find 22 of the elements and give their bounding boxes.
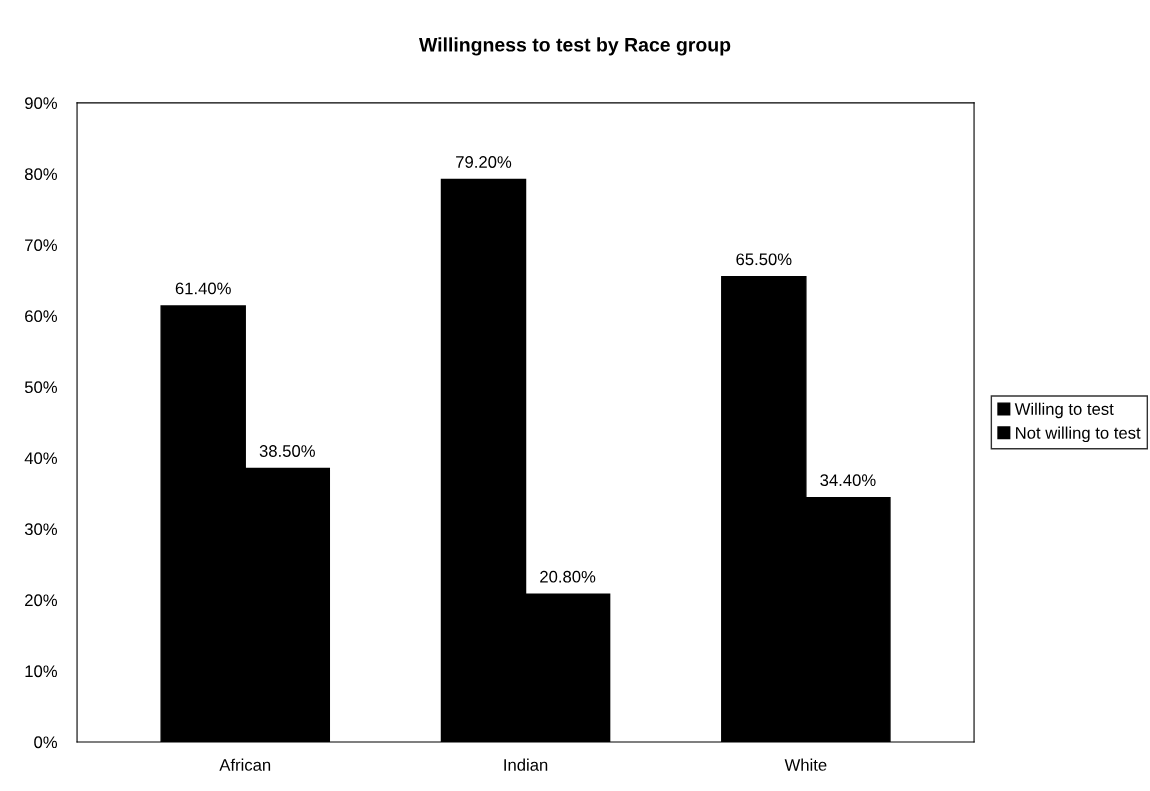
data-label: 20.80% xyxy=(540,570,596,583)
data-label: 38.50% xyxy=(259,445,315,457)
y-tick-label: 40% xyxy=(24,452,58,465)
y-tick-label: 50% xyxy=(24,381,58,394)
data-label: 79.20% xyxy=(456,156,512,168)
y-tick-label: 0% xyxy=(34,736,58,749)
y-tick-label: 10% xyxy=(25,665,58,678)
chart-title: Willingness to test by Race group xyxy=(419,37,731,56)
data-label: 65.50% xyxy=(736,253,792,266)
x-tick-label: White xyxy=(784,758,827,771)
x-tick-label: Indian xyxy=(504,758,548,771)
y-tick-label: 90% xyxy=(25,97,58,110)
y-tick-label: 20% xyxy=(25,594,58,607)
data-label: 61.40% xyxy=(175,282,231,295)
y-tick-label: 30% xyxy=(24,523,58,536)
x-tick-label: African xyxy=(219,758,271,771)
y-tick-label: 80% xyxy=(24,168,58,181)
y-tick-label: 60% xyxy=(25,310,58,323)
legend-label: Not willing to test xyxy=(1016,426,1141,443)
y-tick-label: 70% xyxy=(25,239,58,252)
legend-label: Willing to test xyxy=(1014,402,1114,419)
data-label: 34.40% xyxy=(820,474,876,487)
